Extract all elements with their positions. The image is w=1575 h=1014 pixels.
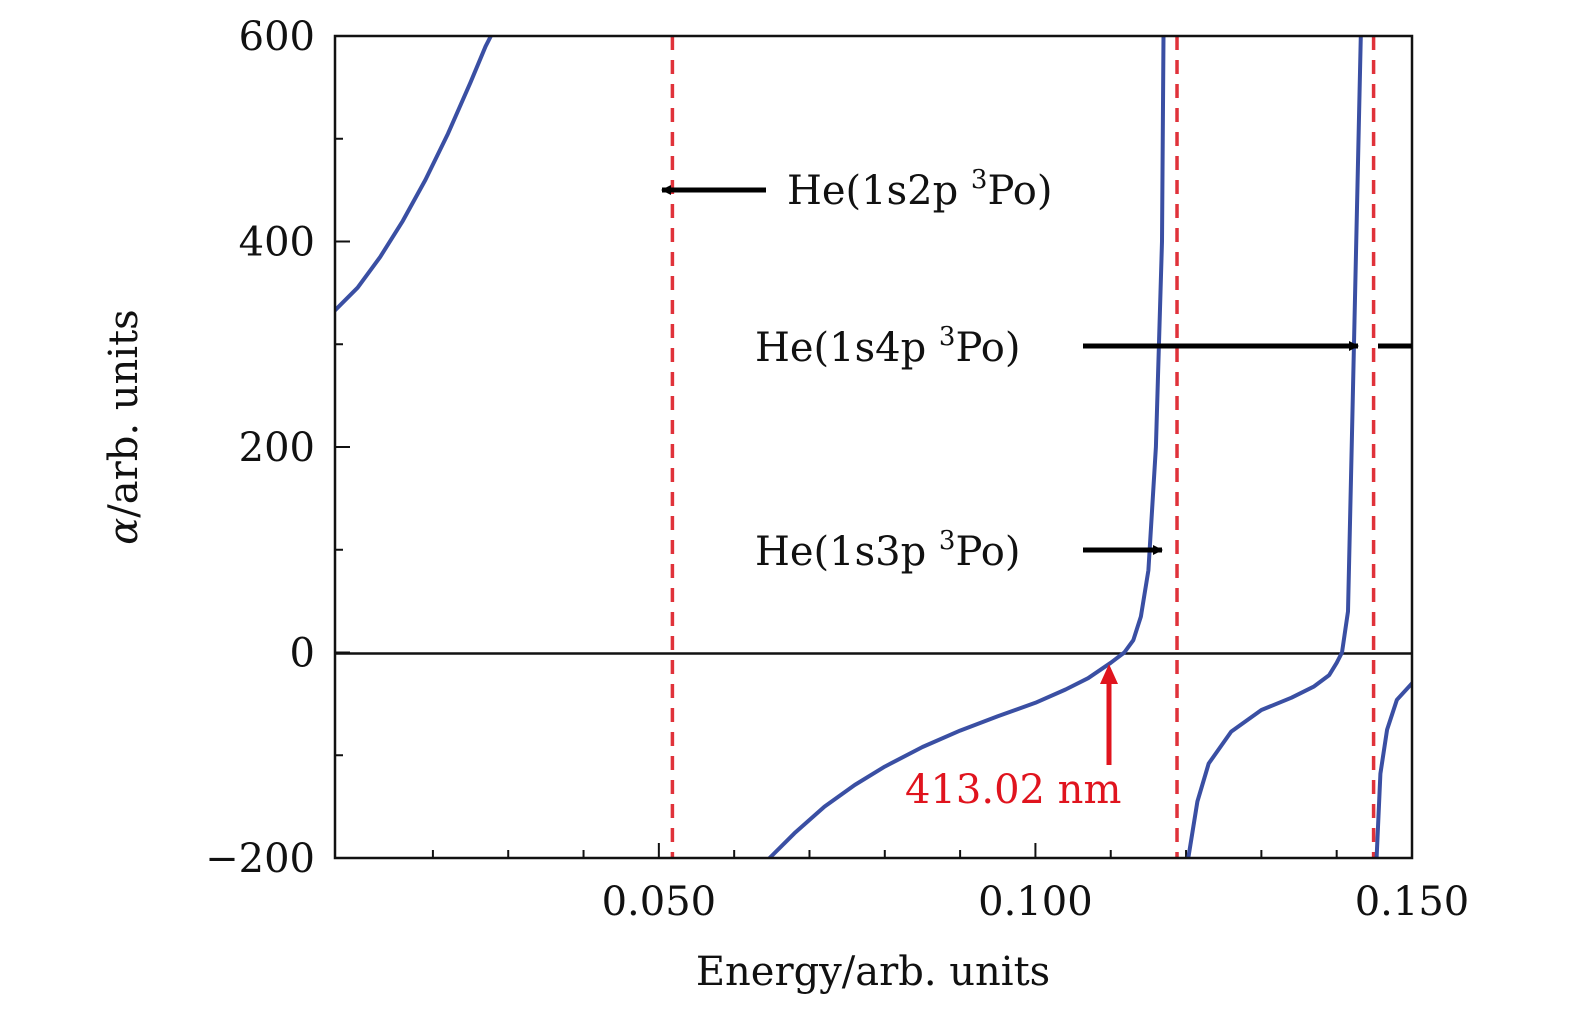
series-group bbox=[335, 36, 1412, 858]
y-tick-labels: 600 400 200 0 −200 bbox=[205, 14, 315, 882]
label-1s2p: He(1s2p 3Po) bbox=[787, 165, 1052, 214]
x-tick-labels: 0.050 0.100 0.150 bbox=[602, 879, 1470, 925]
label-1s3p: He(1s3p 3Po) bbox=[755, 526, 1020, 575]
magic-wavelength-label: 413.02 nm bbox=[905, 767, 1121, 813]
plot-frame bbox=[333, 34, 1414, 860]
polarizability-curve-3 bbox=[1186, 36, 1363, 858]
y-tick-label: 400 bbox=[239, 220, 315, 266]
polarizability-curve-4 bbox=[1374, 681, 1412, 858]
polarizability-curve-2 bbox=[767, 36, 1166, 858]
x-tick-label: 0.100 bbox=[978, 879, 1093, 925]
polarizability-curve-1 bbox=[335, 36, 493, 313]
x-tick-label: 0.050 bbox=[602, 879, 717, 925]
y-tick-label: −200 bbox=[205, 836, 315, 882]
major-ticks bbox=[335, 35, 1413, 859]
resonance-lines bbox=[670, 36, 1376, 858]
magic-wavelength-arrowhead bbox=[1100, 664, 1118, 684]
y-tick-label: 600 bbox=[239, 14, 315, 60]
y-axis-label-unit: /arb. units bbox=[101, 309, 147, 517]
y-tick-label: 0 bbox=[290, 631, 315, 677]
label-1s4p: He(1s4p 3Po) bbox=[755, 322, 1020, 371]
y-axis-label-symbol: α bbox=[101, 518, 147, 545]
x-tick-label: 0.150 bbox=[1355, 879, 1470, 925]
x-axis-label: Energy/arb. units bbox=[696, 949, 1050, 995]
y-axis-label: α/arb. units bbox=[101, 309, 147, 544]
y-tick-label: 200 bbox=[239, 425, 315, 471]
minor-ticks bbox=[335, 137, 1338, 858]
